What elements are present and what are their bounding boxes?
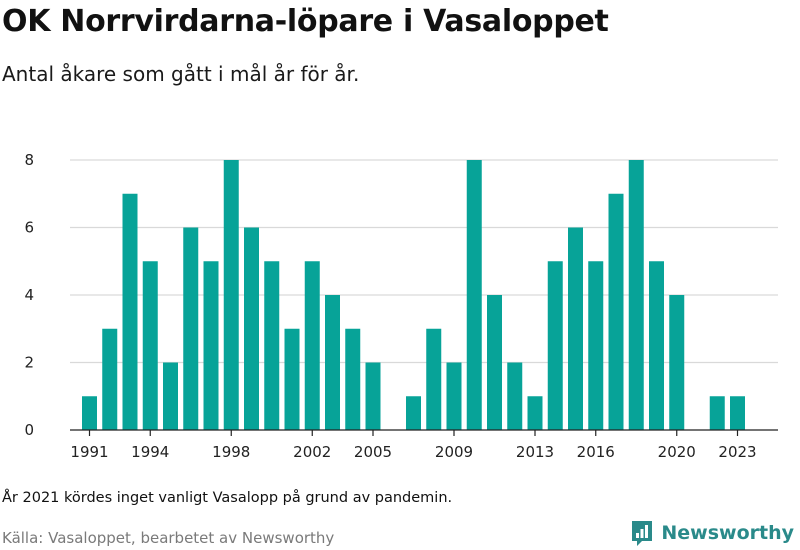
bar-1993 [122,193,138,430]
y-tick-label: 2 [24,354,34,372]
bar-1999 [244,227,259,430]
bar-2011 [487,295,502,430]
brand-name: Newsworthy [661,522,794,544]
bar-2015 [568,227,583,430]
bar-2009 [446,362,462,430]
bar-2005 [365,362,381,430]
x-tick-label: 2016 [577,443,615,461]
bar-2013 [527,396,543,430]
x-tick-label: 2005 [354,443,392,461]
bar-1991 [82,396,97,430]
brand-logo: Newsworthy [630,519,794,547]
x-tick-label: 2002 [293,443,331,461]
bar-2022 [709,396,725,430]
bar-2002 [304,261,320,430]
bar-2017 [608,193,624,430]
y-tick-label: 4 [24,286,34,304]
x-tick-label: 2013 [516,443,554,461]
bar-2018 [628,160,644,430]
chart-title: OK Norrvirdarna-löpare i Vasaloppet [2,4,609,39]
bar-2020 [669,295,685,430]
bar-2000 [264,261,280,430]
bar-2008 [426,328,442,430]
x-tick-label: 1991 [70,443,108,461]
x-tick-label: 2020 [658,443,696,461]
bar-1995 [163,362,178,430]
bar-2023 [730,396,745,430]
y-tick-label: 8 [24,151,34,169]
bar-2007 [406,396,421,430]
bar-1994 [142,261,158,430]
x-tick-label: 2009 [435,443,473,461]
bar-2012 [507,362,523,430]
bar-chart: 0 2 4 6 8 1991 1994 1998 2002 2005 2009 2013 2016 202… [24,151,778,461]
bar-2014 [547,261,563,430]
bar-1998 [223,160,239,430]
y-tick-label: 0 [24,421,34,439]
source-text: Källa: Vasaloppet, bearbetet av Newswort… [2,529,335,547]
x-tick-label: 2023 [718,443,756,461]
newsworthy-logo-icon [632,521,653,546]
bar-1996 [183,227,199,430]
bar-2003 [325,295,340,430]
x-tick-label: 1998 [212,443,250,461]
y-tick-label: 6 [24,219,34,237]
pandemic-note: År 2021 kördes inget vanligt Vasalopp på… [2,490,453,506]
chart-subtitle: Antal åkare som gått i mål år för år. [2,62,360,86]
bar-1992 [102,328,118,430]
bar-2010 [466,160,482,430]
bar-2016 [588,261,604,430]
x-tick-label: 1994 [131,443,169,461]
bar-2001 [284,328,300,430]
bar-2004 [345,328,361,430]
bar-1997 [203,261,219,430]
bar-2019 [649,261,664,430]
